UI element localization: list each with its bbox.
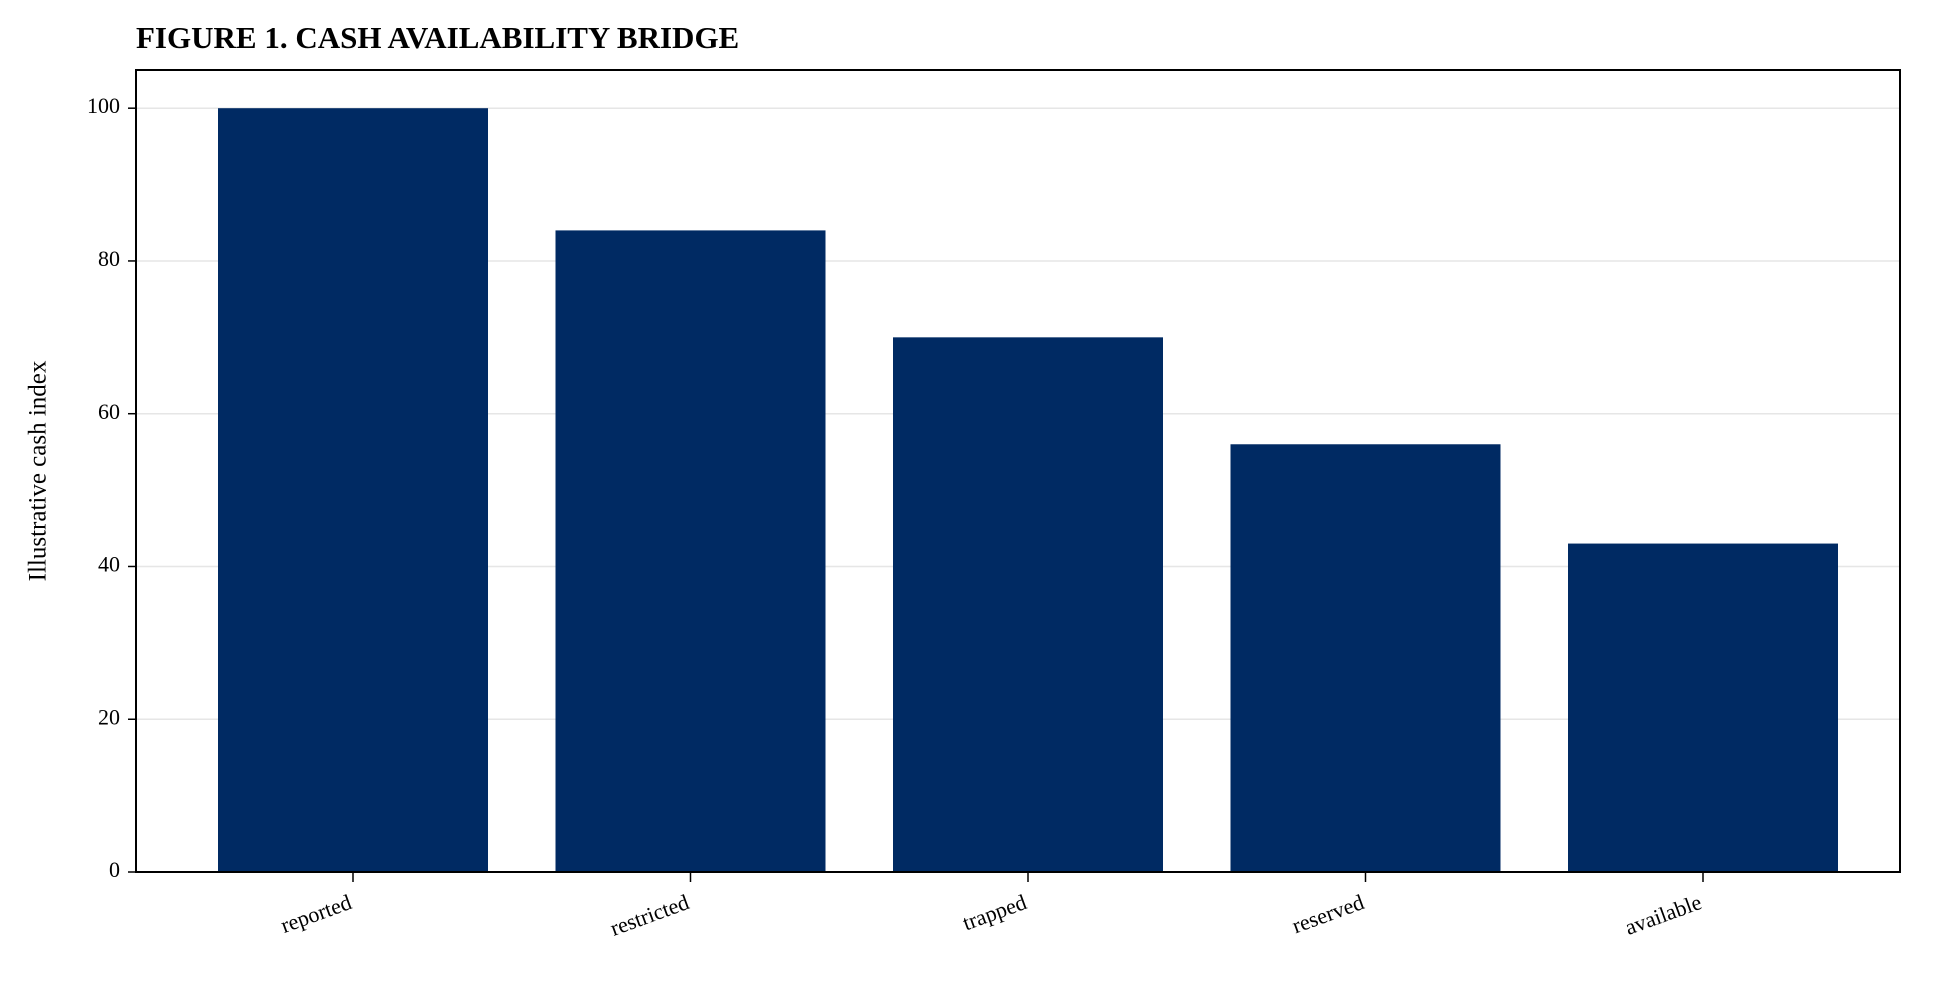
y-axis-ticks: 0 20 40 60 80 100 <box>87 93 136 882</box>
chart-title: FIGURE 1. CASH AVAILABILITY BRIDGE <box>136 20 739 55</box>
x-tick-label: reserved <box>1289 889 1368 938</box>
y-tick-label: 40 <box>98 552 120 577</box>
bar-restricted <box>555 230 826 872</box>
y-tick-label: 60 <box>98 399 120 424</box>
y-axis-label: Illustrative cash index <box>25 360 52 581</box>
x-tick-label: available <box>1622 889 1705 940</box>
y-tick-label: 80 <box>98 246 120 271</box>
bars <box>218 108 1838 872</box>
y-tick-label: 20 <box>98 704 120 729</box>
x-axis-ticks: reported restricted trapped reserved availab… <box>277 872 1705 941</box>
x-tick-label: reported <box>277 889 354 938</box>
y-tick-label: 0 <box>109 857 120 882</box>
x-tick-label: restricted <box>607 889 692 940</box>
plot-frame <box>135 69 1901 873</box>
bar-trapped <box>893 337 1163 872</box>
y-tick-label: 100 <box>87 93 120 118</box>
bar-reported <box>218 108 488 872</box>
bar-reserved <box>1230 444 1501 872</box>
x-tick-label: trapped <box>959 889 1030 935</box>
bar-available <box>1568 543 1838 872</box>
